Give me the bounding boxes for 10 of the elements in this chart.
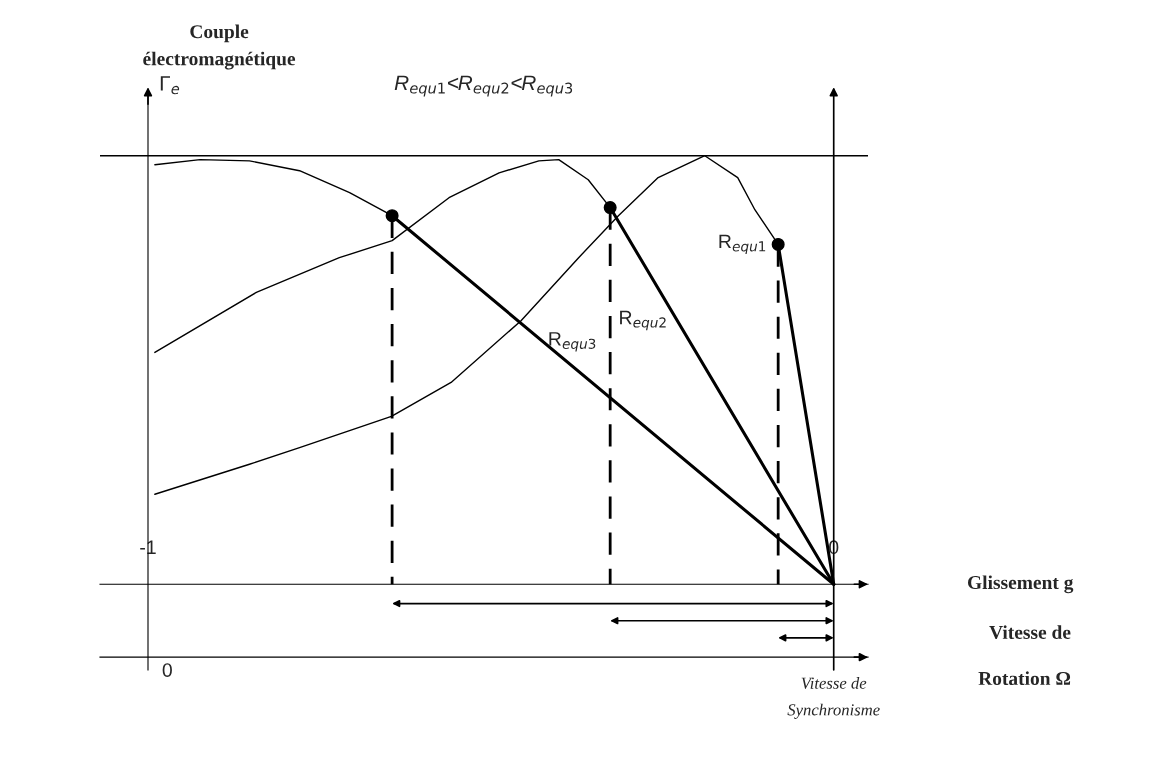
text: Vitesse de Synchronisme bbox=[787, 677, 880, 719]
text: Γ$_{e}$ bbox=[160, 76, 180, 95]
text: Vitesse de Rotation Ω bbox=[978, 625, 1071, 686]
chart-title: R$_{equ1}$<R$_{equ2}$<R$_{equ3}$ bbox=[394, 75, 573, 97]
text: Glissement g bbox=[968, 575, 1074, 594]
text: 0 bbox=[162, 663, 172, 677]
series-label: R$_{equ2}$ bbox=[620, 310, 666, 331]
y-axis-title: Couple électromagnétique bbox=[143, 24, 296, 70]
series-label: R$_{equ3}$ bbox=[549, 332, 596, 352]
series-label: R$_{equ1}$ bbox=[719, 234, 766, 255]
